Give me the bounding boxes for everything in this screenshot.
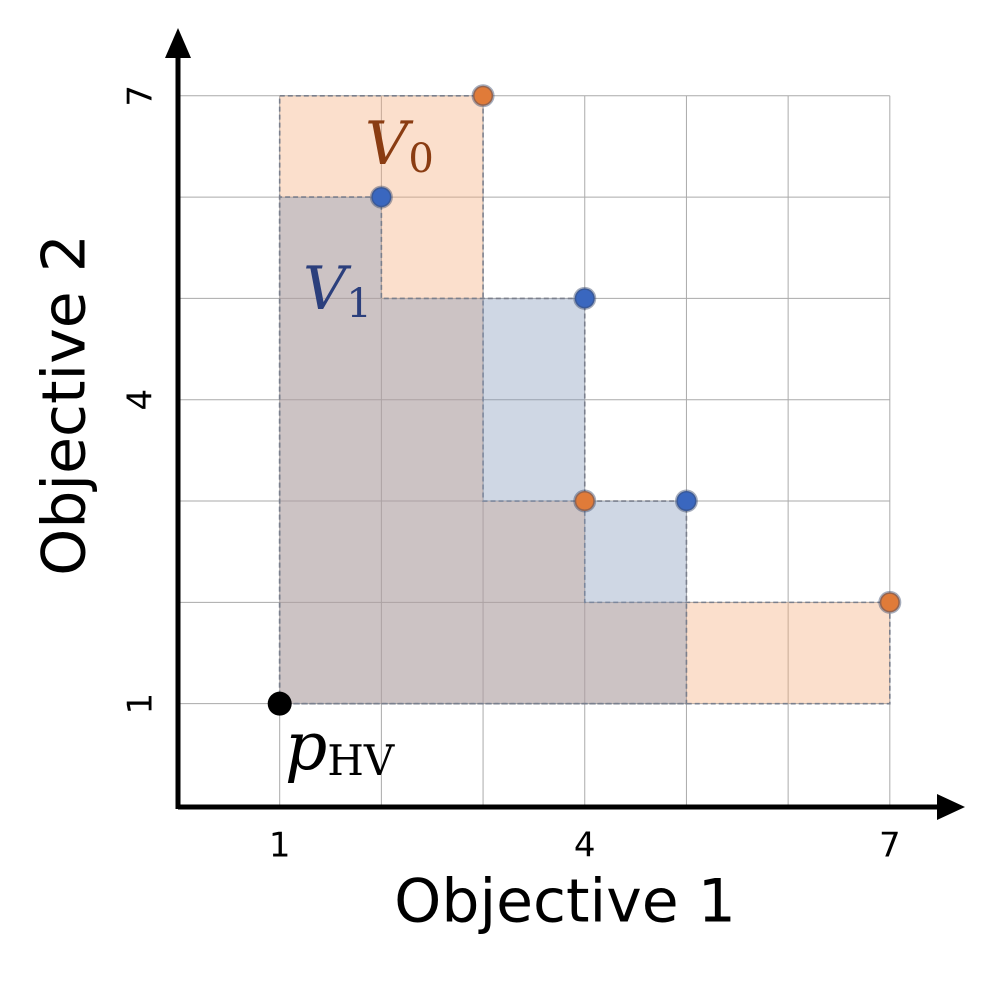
reference-label-sub: HV — [327, 736, 395, 785]
x-axis-arrow — [937, 794, 965, 820]
point — [471, 84, 495, 108]
point — [674, 489, 698, 513]
y-axis-title: Objective 2 — [30, 234, 100, 576]
region-label-main: V — [303, 254, 352, 324]
reference-label: pHV — [285, 708, 395, 785]
region-label: V0 — [365, 109, 434, 182]
x-tick-label: 1 — [269, 826, 291, 866]
y-tick-label: 7 — [121, 85, 161, 107]
y-tick-label: 4 — [121, 389, 161, 411]
y-axis-arrow — [165, 28, 191, 58]
reference-point — [267, 691, 292, 716]
dominated-region — [278, 94, 891, 705]
x-tick-label: 7 — [879, 826, 901, 866]
grid — [178, 95, 891, 805]
x-axis-title: Objective 1 — [394, 867, 736, 937]
point — [878, 590, 902, 614]
axes — [165, 28, 965, 820]
point — [573, 489, 597, 513]
x-tick-label: 4 — [574, 826, 596, 866]
region-label: V1 — [303, 254, 372, 327]
point — [369, 185, 393, 209]
reference-label-main: p — [285, 708, 327, 785]
region-label-main: V — [365, 109, 414, 179]
point — [573, 286, 597, 310]
region-label-sub: 0 — [408, 136, 433, 182]
region-label-sub: 1 — [346, 281, 371, 327]
y-tick-label: 1 — [121, 693, 161, 715]
